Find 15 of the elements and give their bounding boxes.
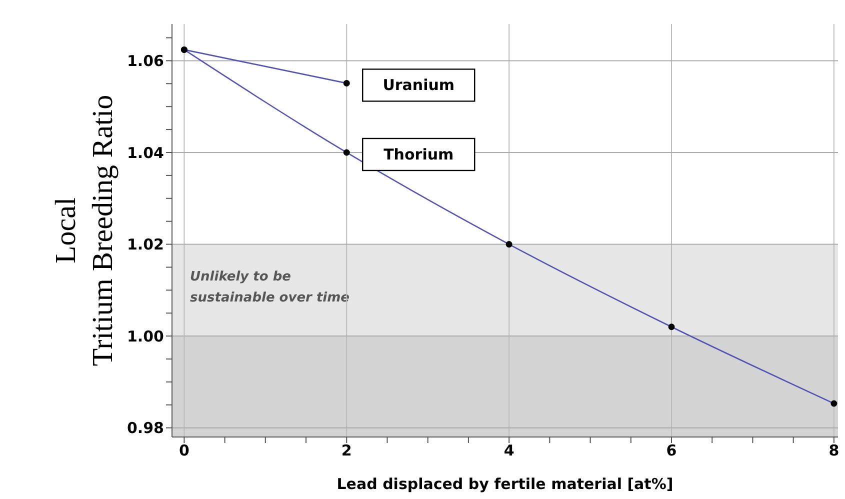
x-tick-label: 2 xyxy=(341,442,352,460)
x-tick-label: 0 xyxy=(178,442,190,460)
y-tick-label: 1.06 xyxy=(126,52,164,70)
band-label: Unlikely to be sustainable over time xyxy=(190,269,350,306)
y-tick-label: 1.02 xyxy=(126,236,164,254)
y-tick-label: 1.00 xyxy=(126,327,164,346)
series-label: Thorium xyxy=(384,145,454,164)
text: Uranium xyxy=(382,76,455,94)
x-tick-label: 6 xyxy=(666,442,677,460)
y-axis-title: Local Tritium Breeding Ratio xyxy=(50,94,119,366)
x-tick-label: 4 xyxy=(504,442,514,460)
y-tick-label: 1.04 xyxy=(126,144,164,162)
x-tick-label: 8 xyxy=(828,442,840,460)
y-tick-label: 0.98 xyxy=(126,419,164,438)
x-axis-title: Lead displaced by fertile material [at%] xyxy=(336,475,674,493)
